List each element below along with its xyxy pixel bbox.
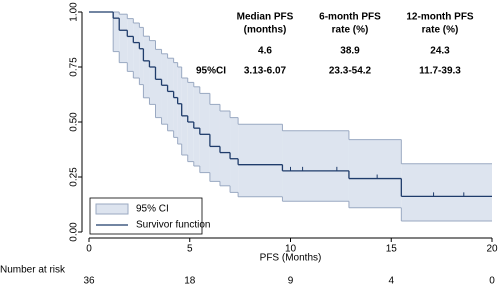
ci-band: [219, 111, 231, 186]
table-header: rate (%): [332, 25, 369, 36]
ci-band: [348, 139, 402, 208]
x-tick-label: 0: [86, 244, 92, 255]
table-header: 12-month PFS: [406, 12, 474, 23]
table-header: rate (%): [422, 25, 459, 36]
ci-band: [133, 23, 140, 78]
ci-band: [139, 27, 144, 85]
ci-band: [199, 93, 210, 173]
ci-band: [113, 12, 120, 52]
ci-band: [167, 58, 174, 131]
table-estimate: 38.9: [340, 46, 360, 57]
legend-label: Survivor function: [136, 220, 210, 231]
table-header: 6-month PFS: [319, 12, 381, 23]
ci-band: [149, 40, 156, 105]
x-tick-label: 10: [285, 244, 297, 255]
ci-band: [155, 49, 162, 118]
y-tick-label: 0.75: [69, 57, 80, 77]
y-tick-label: 0.00: [69, 222, 80, 242]
legend-label: 95% CI: [136, 204, 169, 215]
ci-band: [127, 18, 134, 72]
ci-band: [209, 104, 220, 182]
ci-band: [230, 117, 239, 193]
risk-count: 18: [184, 276, 196, 287]
y-tick-label: 1.00: [69, 2, 80, 22]
ci-band: [238, 124, 283, 197]
legend-band-swatch: [95, 203, 129, 215]
table-estimate: 24.3: [430, 46, 450, 57]
ci-band: [143, 36, 150, 98]
ci-band: [181, 78, 188, 155]
y-tick-label: 0.50: [69, 112, 80, 132]
ci-band: [161, 53, 168, 125]
risk-count: 4: [388, 276, 394, 287]
ci-band: [193, 86, 200, 166]
table-ci-label: 95%CI: [196, 66, 226, 77]
risk-count: 36: [83, 276, 95, 287]
risk-label: Number at risk: [0, 265, 66, 276]
table-header: Median PFS: [237, 12, 294, 23]
risk-count: 9: [288, 276, 294, 287]
ci-band: [401, 163, 492, 221]
x-tick-label: 15: [386, 244, 398, 255]
y-tick-label: 0.25: [69, 167, 80, 187]
x-axis-label: PFS (Months): [260, 253, 322, 264]
risk-count: 0: [489, 276, 495, 287]
table-header: (months): [244, 25, 287, 36]
ci-band: [282, 130, 349, 202]
ci-band: [119, 14, 128, 63]
x-tick-label: 20: [486, 244, 498, 255]
table-ci: 3.13-6.07: [244, 66, 287, 77]
x-tick-label: 5: [187, 244, 193, 255]
ci-band: [173, 62, 178, 138]
table-estimate: 4.6: [258, 46, 272, 57]
table-ci: 11.7-39.3: [419, 66, 461, 77]
table-ci: 23.3-54.2: [329, 66, 372, 77]
ci-band: [177, 67, 182, 144]
